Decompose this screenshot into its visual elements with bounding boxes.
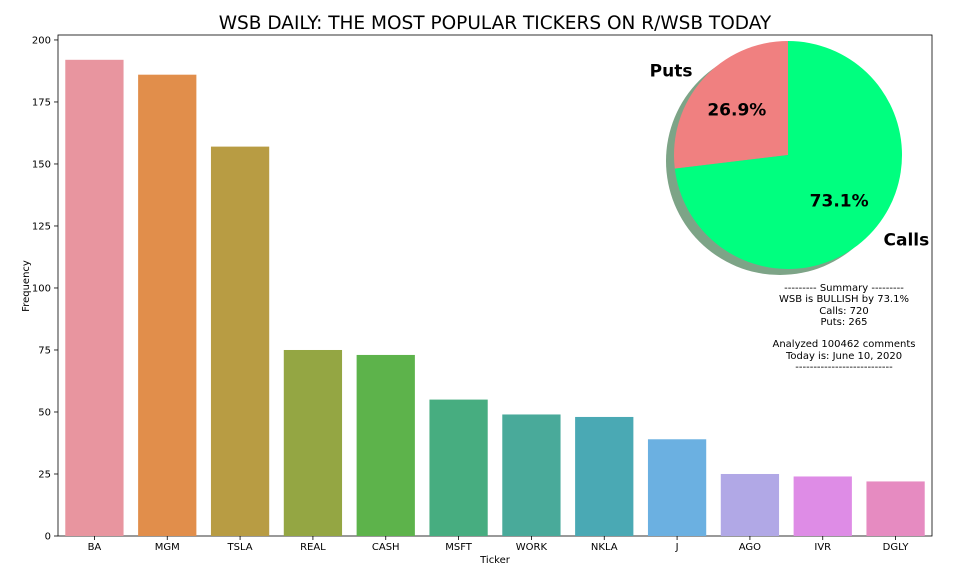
bar-tsla	[210, 146, 270, 536]
y-tick-label: 100	[32, 283, 51, 294]
summary-line: ---------------------------	[795, 362, 893, 374]
y-tick-label: 150	[32, 159, 51, 170]
x-tick-label: TSLA	[227, 542, 253, 553]
summary-line: WSB is BULLISH by 73.1%	[779, 294, 909, 306]
pie-percent-label: 26.9%	[707, 101, 766, 121]
x-tick-label: MSFT	[445, 542, 473, 553]
bar-dgly	[866, 481, 925, 536]
y-axis-ticks: 0 25 50 75 100 125 150 175 200	[32, 35, 58, 543]
pie-slice-label: Calls	[884, 231, 930, 251]
y-tick-label: 25	[38, 469, 51, 480]
summary-line: Today is: June 10, 2020	[785, 350, 903, 362]
y-tick-label: 125	[32, 221, 51, 232]
y-tick-label: 200	[32, 35, 51, 46]
x-tick-label: J	[675, 542, 679, 553]
bar-ba	[65, 59, 124, 537]
summary-line: Calls: 720	[819, 305, 869, 317]
x-axis-label: Ticker	[479, 555, 511, 566]
x-axis-ticks: BA MGM TSLA REAL CASH MSFT WORK NKLA J AGO IVR DGLY	[88, 536, 910, 553]
y-axis-label: Frequency	[21, 260, 32, 312]
pie-chart: 26.9% Puts 73.1% Calls	[650, 41, 930, 275]
y-tick-label: 75	[38, 345, 51, 356]
y-tick-label: 0	[45, 532, 51, 543]
summary-line: Analyzed 100462 comments	[772, 339, 916, 351]
summary-line: Puts: 265	[820, 316, 868, 328]
x-tick-label: REAL	[300, 542, 326, 553]
x-tick-label: DGLY	[883, 542, 910, 553]
plot-frame	[57, 34, 933, 537]
bar-chart-axes: 0 25 50 75 100 125 150 175 200 BA MGM TSLA REAL CASH…	[32, 34, 933, 553]
bar-mgm	[138, 74, 197, 536]
pie-slice-calls	[674, 41, 902, 269]
summary-line: --------- Summary ---------	[784, 283, 904, 294]
y-tick-label: 50	[38, 407, 51, 418]
x-tick-label: CASH	[372, 542, 400, 553]
bar-work	[502, 414, 561, 536]
summary-line	[744, 328, 944, 339]
bar-msft	[429, 399, 488, 536]
bar-real	[283, 349, 343, 536]
x-tick-label: MGM	[155, 542, 180, 553]
y-tick-label: 175	[32, 97, 51, 108]
bar-j	[647, 439, 707, 536]
chart-title: WSB DAILY: THE MOST POPULAR TICKERS ON R…	[219, 13, 772, 34]
x-tick-label: AGO	[739, 542, 761, 553]
x-tick-label: WORK	[516, 542, 548, 553]
summary-text: --------- Summary --------- WSB is BULLI…	[744, 283, 944, 373]
bar-nkla	[575, 416, 634, 536]
pie-slice-puts	[674, 41, 788, 169]
bar-cash	[356, 354, 415, 536]
bar-ago	[720, 473, 780, 536]
x-tick-label: BA	[88, 542, 102, 553]
pie-percent-label: 73.1%	[810, 191, 869, 211]
pie-slice-label: Puts	[650, 61, 693, 81]
bar-ivr	[793, 476, 852, 536]
x-tick-label: NKLA	[591, 542, 618, 553]
bars	[65, 59, 925, 537]
x-tick-label: IVR	[814, 542, 831, 553]
